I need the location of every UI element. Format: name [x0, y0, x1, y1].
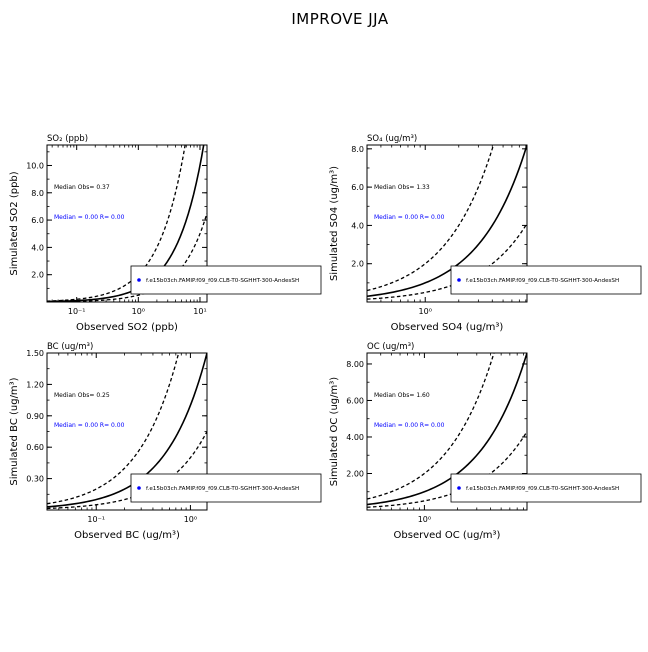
y-tick-label: 6.00 — [346, 396, 364, 405]
chart-panel-3: 0.30 0.60 0.90 1.20 1.50 10⁻¹ 10⁰ BC (ug/m³) Obs… — [9, 342, 322, 541]
x-axis-label: Observed BC (ug/m³) — [74, 530, 180, 541]
figure-title: IMPROVE JJA — [291, 10, 388, 28]
panel-title: OC (ug/m³) — [367, 342, 414, 352]
y-tick-label: 8.0 — [351, 145, 364, 154]
y-axis-label: Simulated SO2 (ppb) — [9, 171, 20, 275]
median-sim-annotation: Median = 0.00 R= 0.00 — [54, 214, 125, 221]
legend-entry: f.e15b03ch.FAMIP.f09_f09.CLB-T0-SGHHT-30… — [466, 278, 619, 284]
x-axis-label: Observed OC (ug/m³) — [394, 530, 501, 541]
reference-line-1-2 — [47, 431, 207, 510]
y-tick-label: 1.20 — [26, 380, 44, 389]
legend-marker — [137, 486, 141, 490]
y-tick-label: 6.0 — [351, 183, 364, 192]
y-tick-label: 0.30 — [26, 475, 44, 484]
median-obs-annotation: Median Obs= 1.33 — [374, 184, 430, 191]
legend-marker — [137, 278, 141, 282]
legend-box — [130, 265, 322, 295]
chart-panel-2: 2.0 4.0 6.0 8.0 10⁰ SO₄ (ug/m³) Observed SO4 (… — [329, 134, 642, 333]
reference-line-1-2 — [367, 431, 527, 508]
median-sim-annotation: Median = 0.00 R= 0.00 — [374, 422, 445, 429]
legend-box — [450, 473, 642, 503]
y-axis-label: Simulated SO4 (ug/m³) — [329, 166, 340, 281]
median-obs-annotation: Median Obs= 0.25 — [54, 392, 110, 399]
legend-marker — [457, 486, 461, 490]
chart-panel-1: 2.0 4.0 6.0 8.0 10.0 10⁻¹ 10⁰ 10¹ SO₂ (ppb) Obser… — [9, 134, 322, 333]
reference-line-1-1 — [367, 145, 527, 298]
legend-marker — [457, 278, 461, 282]
panel-title: SO₄ (ug/m³) — [367, 134, 417, 144]
x-tick-label: 10¹ — [193, 307, 206, 316]
reference-line-2-1 — [47, 353, 180, 505]
y-tick-label: 0.60 — [26, 443, 44, 452]
legend: f.e15b03ch.FAMIP.f09_f09.CLB-T0-SGHHT-30… — [130, 473, 322, 503]
plot-frame — [366, 352, 528, 511]
y-tick-label: 0.90 — [26, 412, 44, 421]
x-tick-label: 10⁻¹ — [87, 515, 105, 524]
median-obs-annotation: Median Obs= 1.60 — [374, 392, 430, 399]
median-sim-annotation: Median = 0.00 R= 0.00 — [374, 214, 445, 221]
legend: f.e15b03ch.FAMIP.f09_f09.CLB-T0-SGHHT-30… — [130, 265, 322, 295]
x-tick-label: 10⁻¹ — [68, 307, 86, 316]
y-tick-label: 8.0 — [31, 189, 44, 198]
y-tick-label: 2.0 — [351, 260, 364, 269]
y-tick-label: 4.0 — [351, 221, 364, 230]
panel-title: BC (ug/m³) — [47, 342, 93, 352]
legend-entry: f.e15b03ch.FAMIP.f09_f09.CLB-T0-SGHHT-30… — [466, 486, 619, 492]
x-tick-label: 10⁰ — [418, 515, 431, 524]
legend: f.e15b03ch.FAMIP.f09_f09.CLB-T0-SGHHT-30… — [450, 473, 642, 503]
legend-entry: f.e15b03ch.FAMIP.f09_f09.CLB-T0-SGHHT-30… — [146, 486, 299, 492]
y-axis-label: Simulated BC (ug/m³) — [9, 377, 20, 485]
panel-title: SO₂ (ppb) — [47, 134, 88, 144]
legend-box — [450, 265, 642, 295]
y-tick-label: 10.0 — [26, 161, 44, 170]
chart-panel-4: 2.00 4.00 6.00 8.00 10⁰ OC (ug/m³) Observed OC… — [329, 342, 642, 541]
x-tick-label: 10⁰ — [184, 515, 197, 524]
legend: f.e15b03ch.FAMIP.f09_f09.CLB-T0-SGHHT-30… — [450, 265, 642, 295]
y-tick-label: 1.50 — [26, 349, 44, 358]
reference-line-1-1 — [47, 353, 207, 508]
plot-frame — [46, 144, 208, 303]
reference-line-1-1 — [367, 353, 527, 506]
y-axis-label: Simulated OC (ug/m³) — [329, 377, 340, 486]
y-tick-label: 2.0 — [31, 271, 44, 280]
y-tick-label: 6.0 — [31, 216, 44, 225]
reference-lines — [367, 145, 527, 300]
x-tick-label: 10⁰ — [132, 307, 145, 316]
y-tick-label: 4.00 — [346, 433, 364, 442]
y-tick-label: 2.00 — [346, 469, 364, 478]
reference-line-2-1 — [47, 145, 186, 302]
reference-line-1-2 — [367, 223, 527, 300]
median-sim-annotation: Median = 0.00 R= 0.00 — [54, 422, 125, 429]
y-tick-label: 4.0 — [31, 243, 44, 252]
plot-frame — [366, 144, 528, 303]
x-axis-label: Observed SO2 (ppb) — [76, 322, 178, 333]
y-tick-label: 8.00 — [346, 360, 364, 369]
x-axis-label: Observed SO4 (ug/m³) — [391, 322, 504, 333]
reference-lines — [47, 353, 207, 510]
median-obs-annotation: Median Obs= 0.37 — [54, 184, 110, 191]
x-tick-label: 10⁰ — [419, 307, 432, 316]
legend-entry: f.e15b03ch.FAMIP.f09_f09.CLB-T0-SGHHT-30… — [146, 278, 299, 284]
reference-lines — [367, 353, 527, 508]
reference-lines — [47, 145, 207, 302]
legend-box — [130, 473, 322, 503]
